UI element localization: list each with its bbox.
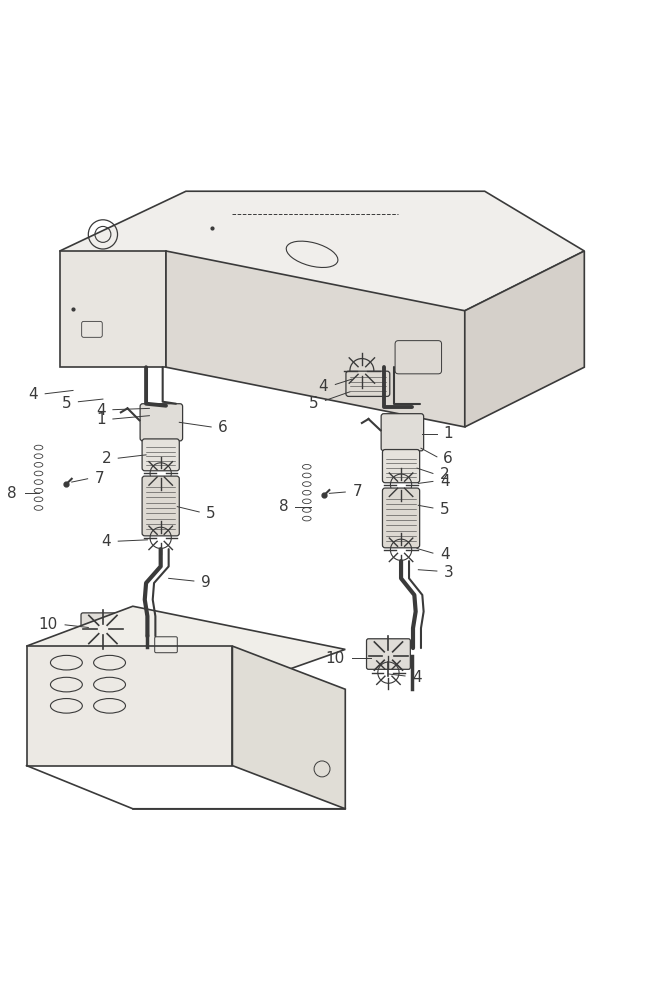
Text: 1: 1 xyxy=(96,412,106,427)
Text: 2: 2 xyxy=(440,467,450,482)
Text: 8: 8 xyxy=(279,499,288,514)
Text: 8: 8 xyxy=(7,486,17,501)
FancyBboxPatch shape xyxy=(381,414,424,451)
Polygon shape xyxy=(27,646,232,766)
Text: 6: 6 xyxy=(444,451,453,466)
Text: 6: 6 xyxy=(218,420,227,435)
Text: 9: 9 xyxy=(201,575,210,590)
FancyBboxPatch shape xyxy=(382,488,420,548)
Text: 4: 4 xyxy=(412,670,422,685)
Text: 4: 4 xyxy=(319,379,328,394)
Text: 4: 4 xyxy=(29,387,38,402)
Text: 1: 1 xyxy=(444,426,453,441)
Text: 10: 10 xyxy=(39,617,57,632)
Text: 10: 10 xyxy=(326,651,345,666)
Text: 7: 7 xyxy=(95,471,104,486)
FancyBboxPatch shape xyxy=(140,404,183,441)
Text: 4: 4 xyxy=(440,547,450,562)
FancyBboxPatch shape xyxy=(81,613,125,645)
Text: 3: 3 xyxy=(444,565,453,580)
FancyBboxPatch shape xyxy=(142,476,179,536)
Text: 4: 4 xyxy=(96,403,106,418)
Text: 7: 7 xyxy=(353,484,362,499)
FancyBboxPatch shape xyxy=(142,439,179,471)
Polygon shape xyxy=(27,606,345,689)
Polygon shape xyxy=(232,646,345,809)
FancyBboxPatch shape xyxy=(346,371,390,396)
Text: 5: 5 xyxy=(62,396,71,411)
Text: 5: 5 xyxy=(440,502,450,517)
FancyBboxPatch shape xyxy=(382,450,420,483)
Text: 5: 5 xyxy=(309,396,319,411)
Text: 5: 5 xyxy=(207,506,216,521)
FancyBboxPatch shape xyxy=(367,639,410,669)
Text: 4: 4 xyxy=(440,474,450,489)
Text: 4: 4 xyxy=(102,534,111,549)
Polygon shape xyxy=(166,251,465,427)
Polygon shape xyxy=(60,251,166,367)
Polygon shape xyxy=(465,251,584,427)
Polygon shape xyxy=(60,191,584,311)
Text: 2: 2 xyxy=(102,451,111,466)
